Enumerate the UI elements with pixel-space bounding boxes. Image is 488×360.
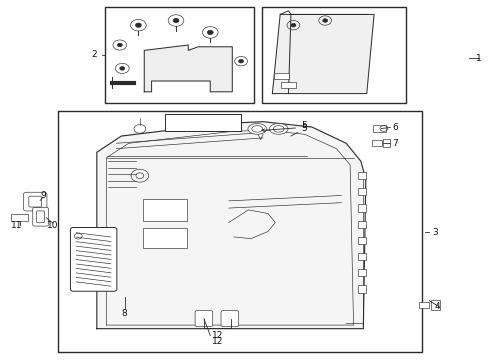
FancyBboxPatch shape — [221, 311, 238, 327]
FancyBboxPatch shape — [70, 228, 117, 291]
Ellipse shape — [269, 123, 287, 134]
Bar — [358, 237, 365, 244]
Bar — [358, 221, 365, 228]
Bar — [358, 253, 365, 260]
Circle shape — [135, 23, 141, 27]
Bar — [358, 269, 365, 276]
Bar — [281, 82, 295, 88]
Circle shape — [322, 19, 327, 22]
Polygon shape — [97, 122, 365, 329]
Bar — [11, 214, 28, 221]
Bar — [371, 140, 382, 146]
Bar — [143, 199, 187, 221]
FancyBboxPatch shape — [33, 207, 48, 226]
Bar — [105, 7, 254, 103]
FancyBboxPatch shape — [23, 192, 47, 211]
Bar — [418, 302, 428, 308]
Circle shape — [117, 43, 122, 47]
Bar — [358, 285, 365, 293]
Text: 9: 9 — [40, 191, 46, 199]
Text: 11: 11 — [11, 221, 23, 230]
Bar — [358, 172, 365, 179]
Text: 2: 2 — [91, 50, 97, 59]
Circle shape — [120, 67, 124, 70]
Text: 1: 1 — [475, 54, 481, 63]
Text: 12: 12 — [211, 337, 223, 346]
Circle shape — [238, 59, 243, 63]
Bar — [358, 188, 365, 195]
Text: 12: 12 — [211, 331, 223, 340]
Bar — [430, 300, 439, 310]
Bar — [58, 111, 421, 352]
Text: 8: 8 — [122, 309, 127, 318]
Polygon shape — [272, 14, 373, 94]
Text: 6: 6 — [391, 123, 397, 132]
Text: 5: 5 — [301, 124, 306, 133]
Circle shape — [173, 18, 179, 23]
Text: 5: 5 — [301, 122, 306, 130]
Ellipse shape — [247, 123, 266, 134]
Text: 4: 4 — [434, 302, 440, 311]
Bar — [165, 114, 241, 131]
Text: 10: 10 — [47, 221, 59, 230]
Text: 7: 7 — [391, 139, 397, 148]
Bar — [383, 139, 389, 147]
Circle shape — [207, 30, 213, 35]
Text: 3: 3 — [431, 228, 437, 237]
Circle shape — [290, 23, 295, 27]
Bar — [273, 73, 288, 79]
Bar — [261, 7, 405, 103]
Polygon shape — [144, 45, 232, 92]
FancyBboxPatch shape — [195, 311, 212, 327]
Bar — [372, 125, 386, 132]
Bar — [358, 204, 365, 212]
Bar — [143, 228, 187, 248]
